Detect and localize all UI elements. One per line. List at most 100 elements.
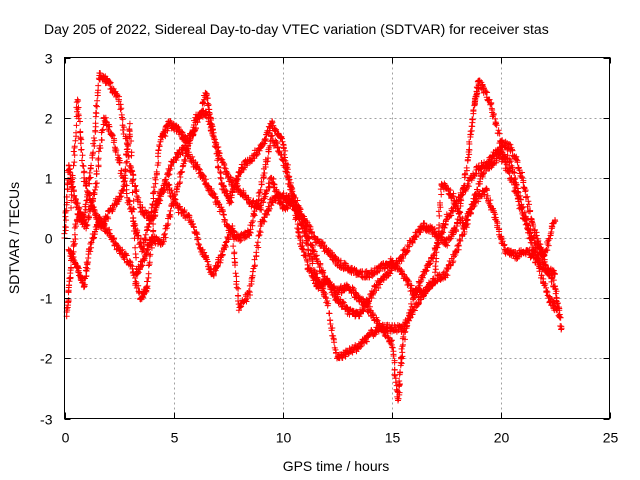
trace-point bbox=[81, 281, 88, 288]
trace-point bbox=[128, 152, 135, 159]
trace-point bbox=[547, 232, 554, 239]
trace-point bbox=[459, 191, 466, 198]
trace-point bbox=[496, 130, 503, 137]
series-track-b bbox=[63, 89, 565, 404]
trace-point bbox=[140, 245, 147, 252]
trace-point bbox=[462, 171, 469, 178]
trace-point bbox=[164, 127, 171, 134]
trace-point bbox=[482, 88, 489, 95]
trace-point bbox=[239, 165, 246, 172]
trace-point bbox=[122, 166, 129, 173]
trace-point bbox=[62, 217, 69, 224]
trace-point bbox=[483, 187, 490, 194]
trace-point bbox=[558, 326, 565, 333]
trace-point bbox=[469, 116, 476, 123]
trace-point bbox=[234, 231, 241, 238]
trace-point bbox=[80, 169, 87, 176]
trace-point bbox=[267, 133, 274, 140]
trace-point bbox=[155, 196, 162, 203]
trace-point bbox=[436, 222, 443, 229]
trace-point bbox=[274, 144, 281, 151]
trace-point bbox=[550, 267, 557, 274]
trace-point bbox=[228, 194, 235, 201]
trace-point bbox=[329, 324, 336, 331]
trace-point bbox=[302, 233, 309, 240]
trace-point bbox=[542, 261, 549, 268]
trace-point bbox=[87, 195, 94, 202]
trace-point bbox=[441, 224, 448, 231]
trace-point bbox=[557, 314, 564, 321]
trace-point bbox=[256, 189, 263, 196]
trace-point bbox=[74, 269, 81, 276]
trace-point bbox=[256, 147, 263, 154]
trace-point bbox=[84, 222, 91, 229]
trace-point bbox=[151, 208, 158, 215]
trace-point bbox=[135, 282, 142, 289]
trace-point bbox=[525, 198, 532, 205]
trace-point bbox=[145, 224, 152, 231]
trace-point bbox=[93, 102, 100, 109]
trace-point bbox=[501, 241, 508, 248]
trace-point bbox=[256, 228, 263, 235]
trace-point bbox=[242, 234, 249, 241]
trace-point bbox=[152, 212, 159, 219]
trace-point bbox=[518, 206, 525, 213]
trace-point bbox=[457, 237, 464, 244]
trace-point bbox=[94, 97, 101, 104]
trace-point bbox=[193, 230, 200, 237]
trace-point bbox=[366, 303, 373, 310]
trace-point bbox=[251, 263, 258, 270]
trace-point bbox=[280, 145, 287, 152]
trace-point bbox=[430, 280, 437, 287]
trace-point bbox=[365, 298, 372, 305]
trace-point bbox=[129, 168, 136, 175]
trace-point bbox=[179, 168, 186, 175]
trace-point bbox=[227, 174, 234, 181]
trace-point bbox=[515, 164, 522, 171]
trace-point bbox=[161, 231, 168, 238]
trace-point bbox=[294, 225, 301, 232]
trace-point bbox=[196, 241, 203, 248]
trace-point bbox=[215, 164, 222, 171]
trace-point bbox=[487, 197, 494, 204]
trace-point bbox=[360, 307, 367, 314]
trace-point bbox=[528, 215, 535, 222]
trace-point bbox=[399, 341, 406, 348]
trace-point bbox=[514, 159, 521, 166]
trace-point bbox=[230, 236, 237, 243]
trace-point bbox=[142, 231, 149, 238]
trace-point bbox=[150, 221, 157, 228]
trace-point bbox=[132, 278, 139, 285]
trace-point bbox=[233, 281, 240, 288]
trace-point bbox=[75, 104, 82, 111]
trace-point bbox=[554, 300, 561, 307]
trace-point bbox=[556, 313, 563, 320]
trace-point bbox=[295, 209, 302, 216]
trace-point bbox=[90, 134, 97, 141]
trace-point bbox=[82, 201, 89, 208]
trace-point bbox=[146, 259, 153, 266]
trace-point bbox=[550, 298, 557, 305]
trace-point bbox=[166, 167, 173, 174]
trace-point bbox=[71, 159, 78, 166]
trace-point bbox=[396, 380, 403, 387]
chart-title: Day 205 of 2022, Sidereal Day-to-day VTE… bbox=[44, 21, 549, 37]
trace-point bbox=[431, 252, 438, 259]
trace-point bbox=[466, 147, 473, 154]
trace-point bbox=[358, 295, 365, 302]
trace-point bbox=[309, 260, 316, 267]
trace-point bbox=[311, 248, 318, 255]
trace-point bbox=[128, 164, 135, 171]
trace-point bbox=[388, 341, 395, 348]
trace-point bbox=[72, 137, 79, 144]
trace-point bbox=[523, 217, 530, 224]
trace-point bbox=[313, 270, 320, 277]
trace-point bbox=[71, 231, 78, 238]
trace-point bbox=[87, 248, 94, 255]
trace-point bbox=[392, 379, 399, 386]
trace-point bbox=[90, 149, 97, 156]
trace-point bbox=[117, 106, 124, 113]
trace-point bbox=[404, 247, 411, 254]
trace-point bbox=[69, 172, 76, 179]
trace-point bbox=[503, 161, 510, 168]
